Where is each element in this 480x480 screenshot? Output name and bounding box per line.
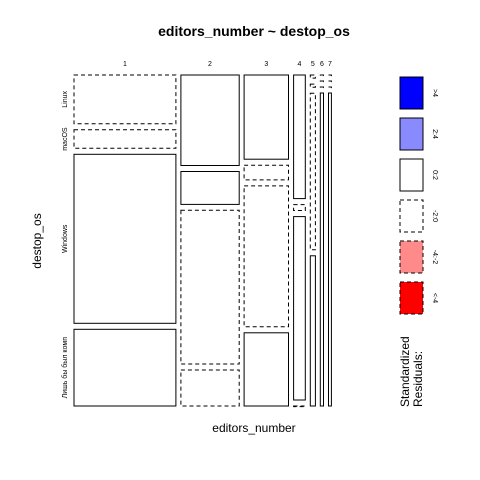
legend-label: 2:4 xyxy=(431,129,438,139)
mosaic-cell-2-0 xyxy=(180,74,240,166)
y-tick-label: macOS xyxy=(62,127,69,151)
mosaic-cell-5-2 xyxy=(309,92,316,251)
legend-label: -4:-2 xyxy=(431,250,438,265)
mosaic-cell-3-3 xyxy=(243,332,290,407)
x-tick-label: 6 xyxy=(320,61,324,68)
x-tick-label: 3 xyxy=(264,61,268,68)
x-tick-label: 2 xyxy=(208,61,212,68)
mosaic-cell-2-2 xyxy=(180,209,240,365)
mosaic-cell-1-0 xyxy=(73,74,177,125)
legend-swatch xyxy=(399,199,424,233)
x-axis-label: editors_number xyxy=(212,421,295,435)
mosaic-cell-6-1 xyxy=(319,80,324,83)
chart-title: editors_number ~ destop_os xyxy=(158,23,350,39)
legend-swatch xyxy=(399,117,424,151)
legend: >4 2:4 0:2 -2:0 -4:-2 <-4 Standardized Residu… xyxy=(398,76,438,407)
mosaic-cells xyxy=(73,74,332,408)
y-axis-label: destop_os xyxy=(30,213,44,268)
mosaic-cell-6-0 xyxy=(319,74,324,77)
mosaic-cell-7-3 xyxy=(328,92,332,407)
mosaic-cell-6-3 xyxy=(319,92,324,407)
mosaic-cell-2-1 xyxy=(180,171,240,205)
legend-swatch xyxy=(399,240,424,274)
mosaic-cell-7-1 xyxy=(328,80,332,83)
mosaic-cell-1-1 xyxy=(73,129,177,149)
legend-title-line-1: Standardized xyxy=(398,336,412,407)
mosaic-cell-5-3 xyxy=(309,255,316,407)
x-tick-label: 4 xyxy=(297,61,301,68)
legend-title-line-2: Residuals: xyxy=(411,351,425,407)
y-tick-label: Лишь бы был комп xyxy=(61,337,69,399)
mosaic-cell-3-0 xyxy=(243,74,290,160)
mosaic-cell-1-3 xyxy=(73,328,177,407)
legend-label: <-4 xyxy=(431,293,438,303)
mosaic-cell-2-3 xyxy=(180,369,240,407)
mosaic-cell-4-2 xyxy=(293,216,306,401)
mosaic-cell-4-1 xyxy=(293,204,306,212)
mosaic-cell-3-1 xyxy=(243,164,290,181)
legend-swatch xyxy=(399,158,424,192)
legend-label: 0:2 xyxy=(431,170,438,180)
y-tick-label: Linux xyxy=(62,91,69,108)
mosaic-cell-6-2 xyxy=(319,86,324,89)
legend-label: -2:0 xyxy=(431,210,438,222)
mosaic-cell-7-0 xyxy=(328,74,332,77)
x-tick-label: 5 xyxy=(311,61,315,68)
mosaic-cell-3-2 xyxy=(243,185,290,328)
mosaic-cell-4-3 xyxy=(293,405,306,408)
mosaic-cell-1-2 xyxy=(73,153,177,324)
mosaic-cell-5-0 xyxy=(309,74,316,79)
x-tick-label: 7 xyxy=(328,61,332,68)
legend-swatch xyxy=(399,76,424,110)
x-tick-label: 1 xyxy=(123,61,127,68)
y-tick-labels: Linux macOS Windows Лишь бы был комп xyxy=(61,91,69,399)
legend-swatch xyxy=(399,281,424,315)
y-tick-label: Windows xyxy=(62,224,69,253)
mosaic-cell-4-0 xyxy=(293,74,306,200)
mosaic-cell-7-2 xyxy=(328,86,332,89)
mosaic-cell-5-1 xyxy=(309,83,316,88)
legend-label: >4 xyxy=(431,89,438,97)
